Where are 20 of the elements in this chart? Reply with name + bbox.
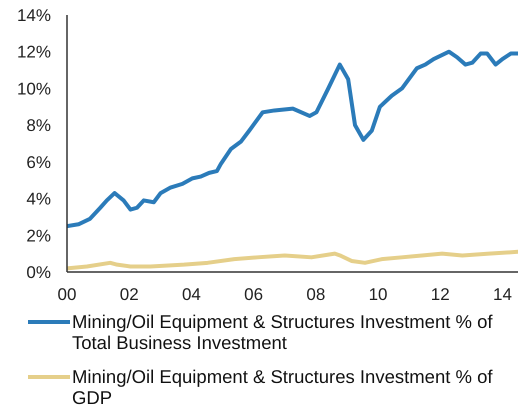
x-tick-label: 06 bbox=[244, 285, 264, 304]
x-tick-label: 08 bbox=[306, 285, 326, 304]
x-tick-label: 02 bbox=[120, 285, 139, 304]
x-tick-label: 00 bbox=[58, 285, 76, 304]
legend-label: Mining/Oil Equipment & Structures Investment % of Total Business Investment bbox=[72, 311, 494, 353]
x-tick-label: 12 bbox=[430, 285, 450, 304]
y-tick-label: 12% bbox=[16, 42, 51, 62]
x-tick-label: 04 bbox=[182, 285, 201, 304]
x-tick-label: 14 bbox=[492, 285, 512, 304]
x-tick-label: 10 bbox=[368, 285, 388, 304]
y-tick-label: 4% bbox=[26, 190, 51, 209]
line-series bbox=[67, 250, 518, 270]
y-tick-label: 14% bbox=[16, 6, 51, 26]
legend-label: Mining/Oil Equipment & Structures Investment % of GDP bbox=[72, 366, 494, 408]
y-tick-label: 2% bbox=[26, 226, 51, 246]
y-tick-label: 6% bbox=[26, 152, 51, 172]
y-tick-label: 8% bbox=[26, 116, 51, 136]
y-tick-label: 0% bbox=[26, 263, 51, 282]
y-tick-label: 10% bbox=[16, 79, 51, 98]
line-series bbox=[67, 50, 518, 228]
